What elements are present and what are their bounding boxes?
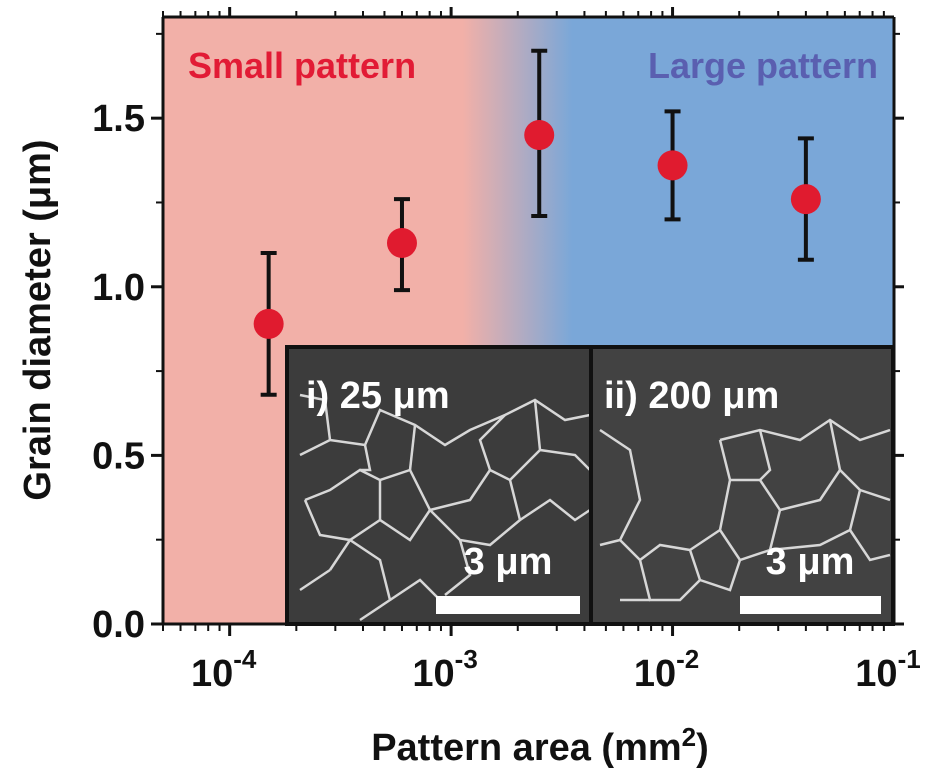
inset-i-label: i) 25 μm [306,375,450,417]
y-tick-label: 0.5 [92,435,145,477]
x-tick-label-base: 10 [412,653,454,695]
x-tick-label-exponent: -4 [233,644,257,674]
data-point-marker [658,150,688,180]
data-point-marker [387,228,417,258]
inset-micrographs: i) 25 μm ii) 200 μm 3 μm 3 μm [287,347,893,624]
inset-ii-scale-label: 3 μm [766,541,855,583]
y-tick-label: 0.0 [92,604,145,646]
x-tick-label: 10-1 [855,644,920,695]
x-tick-label-base: 10 [634,653,676,695]
inset-ii-scale-bar [740,596,881,614]
x-axis-title: Pattern area (mm2) [371,722,709,769]
x-tick-label: 10-3 [412,644,477,695]
x-tick-label-exponent: -3 [455,644,478,674]
data-point-marker [524,120,554,150]
small-pattern-label: Small pattern [188,45,416,86]
x-axis-tick-labels: 10-410-310-210-1 [191,644,921,695]
x-tick-label-base: 10 [191,653,233,695]
y-axis-title: Grain diameter (μm) [17,139,59,500]
x-tick-label-exponent: -2 [676,644,699,674]
x-axis-title-suffix: ) [696,727,709,769]
x-tick-label-exponent: -1 [898,644,921,674]
y-tick-label: 1.0 [92,267,145,309]
data-point-marker [791,184,821,214]
data-point-marker [254,309,284,339]
large-pattern-label: Large pattern [648,45,878,86]
inset-i-scale-bar [436,596,580,614]
x-tick-label: 10-4 [191,644,257,695]
x-tick-label: 10-2 [634,644,699,695]
y-axis-tick-labels: 0.0 0.5 1.0 1.5 [92,98,145,646]
inset-i-scale-label: 3 μm [464,541,553,583]
x-axis-title-superscript: 2 [682,722,696,752]
inset-ii-label: ii) 200 μm [604,375,779,417]
y-tick-label: 1.5 [92,98,145,140]
x-axis-title-main: Pattern area (mm [371,727,681,769]
x-tick-label-base: 10 [855,653,897,695]
